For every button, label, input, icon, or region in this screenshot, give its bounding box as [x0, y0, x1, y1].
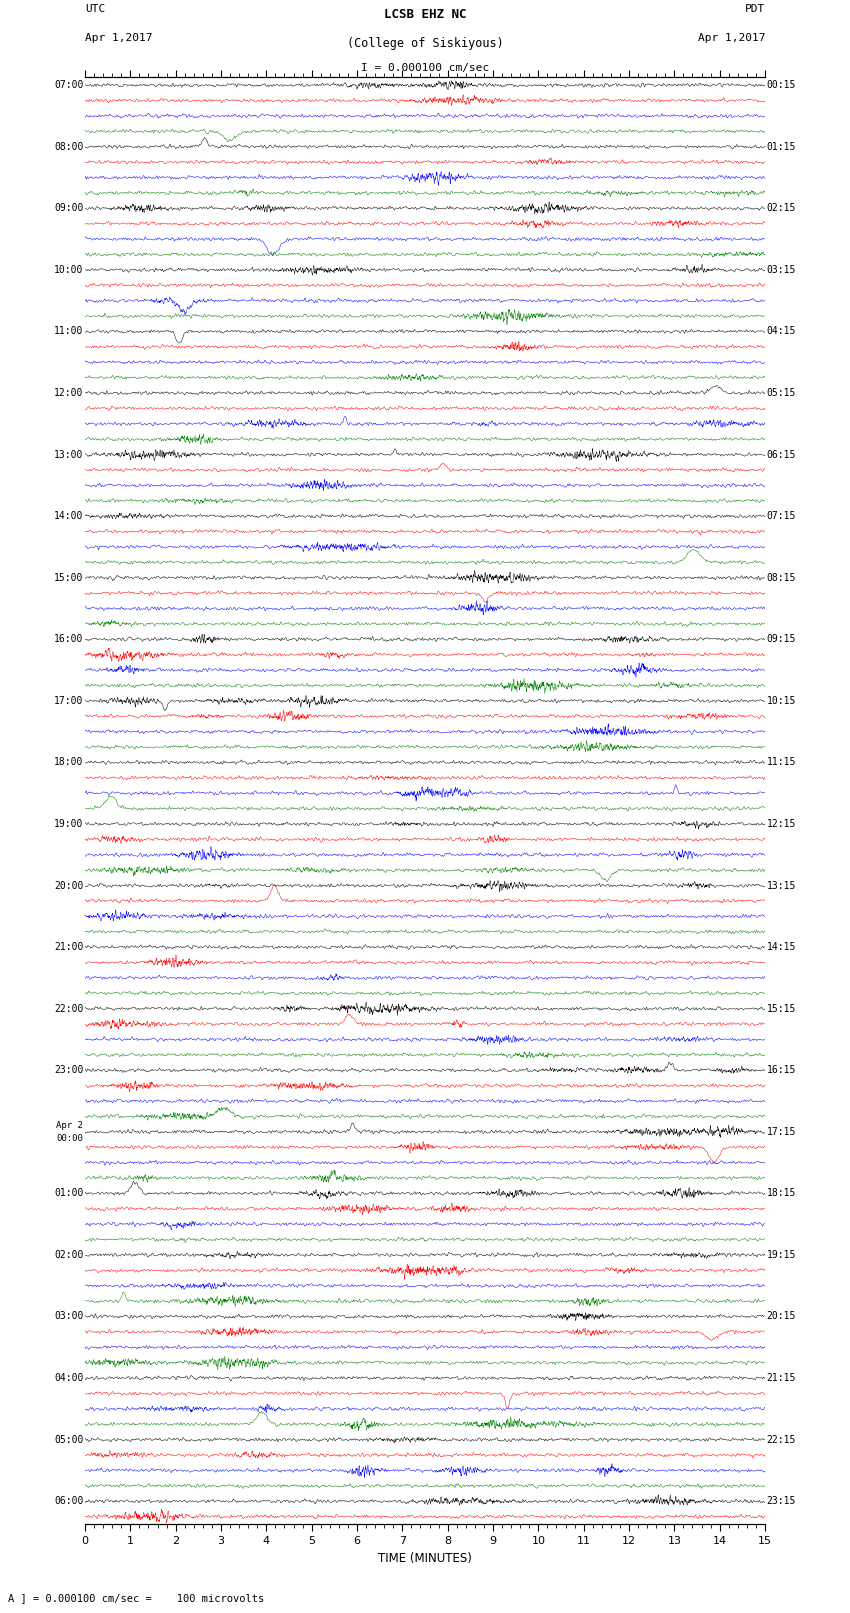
- Text: 05:00: 05:00: [54, 1434, 83, 1445]
- Text: 07:00: 07:00: [54, 81, 83, 90]
- X-axis label: TIME (MINUTES): TIME (MINUTES): [378, 1552, 472, 1565]
- Text: 20:15: 20:15: [767, 1311, 796, 1321]
- Text: 18:00: 18:00: [54, 758, 83, 768]
- Text: 08:15: 08:15: [767, 573, 796, 582]
- Text: 21:00: 21:00: [54, 942, 83, 952]
- Text: 01:15: 01:15: [767, 142, 796, 152]
- Text: 14:00: 14:00: [54, 511, 83, 521]
- Text: 12:00: 12:00: [54, 389, 83, 398]
- Text: A ] = 0.000100 cm/sec =    100 microvolts: A ] = 0.000100 cm/sec = 100 microvolts: [8, 1594, 264, 1603]
- Text: 00:00: 00:00: [56, 1134, 83, 1142]
- Text: 09:15: 09:15: [767, 634, 796, 644]
- Text: 04:00: 04:00: [54, 1373, 83, 1382]
- Text: 10:00: 10:00: [54, 265, 83, 274]
- Text: Apr 2: Apr 2: [56, 1121, 83, 1129]
- Text: 14:15: 14:15: [767, 942, 796, 952]
- Text: 11:00: 11:00: [54, 326, 83, 337]
- Text: UTC: UTC: [85, 3, 105, 15]
- Text: 11:15: 11:15: [767, 758, 796, 768]
- Text: 02:00: 02:00: [54, 1250, 83, 1260]
- Text: (College of Siskiyous): (College of Siskiyous): [347, 37, 503, 50]
- Text: 19:00: 19:00: [54, 819, 83, 829]
- Text: 05:15: 05:15: [767, 389, 796, 398]
- Text: 07:15: 07:15: [767, 511, 796, 521]
- Text: 01:00: 01:00: [54, 1189, 83, 1198]
- Text: 23:15: 23:15: [767, 1497, 796, 1507]
- Text: 02:15: 02:15: [767, 203, 796, 213]
- Text: 06:00: 06:00: [54, 1497, 83, 1507]
- Text: 15:15: 15:15: [767, 1003, 796, 1013]
- Text: LCSB EHZ NC: LCSB EHZ NC: [383, 8, 467, 21]
- Text: Apr 1,2017: Apr 1,2017: [85, 32, 152, 44]
- Text: 13:15: 13:15: [767, 881, 796, 890]
- Text: 08:00: 08:00: [54, 142, 83, 152]
- Text: Apr 1,2017: Apr 1,2017: [698, 32, 765, 44]
- Text: 03:00: 03:00: [54, 1311, 83, 1321]
- Text: 23:00: 23:00: [54, 1065, 83, 1076]
- Text: 13:00: 13:00: [54, 450, 83, 460]
- Text: 22:00: 22:00: [54, 1003, 83, 1013]
- Text: 03:15: 03:15: [767, 265, 796, 274]
- Text: 16:00: 16:00: [54, 634, 83, 644]
- Text: 16:15: 16:15: [767, 1065, 796, 1076]
- Text: PDT: PDT: [745, 3, 765, 15]
- Text: 17:00: 17:00: [54, 695, 83, 706]
- Text: 21:15: 21:15: [767, 1373, 796, 1382]
- Text: 06:15: 06:15: [767, 450, 796, 460]
- Text: 00:15: 00:15: [767, 81, 796, 90]
- Text: 22:15: 22:15: [767, 1434, 796, 1445]
- Text: 18:15: 18:15: [767, 1189, 796, 1198]
- Text: 17:15: 17:15: [767, 1127, 796, 1137]
- Text: 19:15: 19:15: [767, 1250, 796, 1260]
- Text: I = 0.000100 cm/sec: I = 0.000100 cm/sec: [361, 63, 489, 73]
- Text: 10:15: 10:15: [767, 695, 796, 706]
- Text: 04:15: 04:15: [767, 326, 796, 337]
- Text: 20:00: 20:00: [54, 881, 83, 890]
- Text: 09:00: 09:00: [54, 203, 83, 213]
- Text: 12:15: 12:15: [767, 819, 796, 829]
- Text: 15:00: 15:00: [54, 573, 83, 582]
